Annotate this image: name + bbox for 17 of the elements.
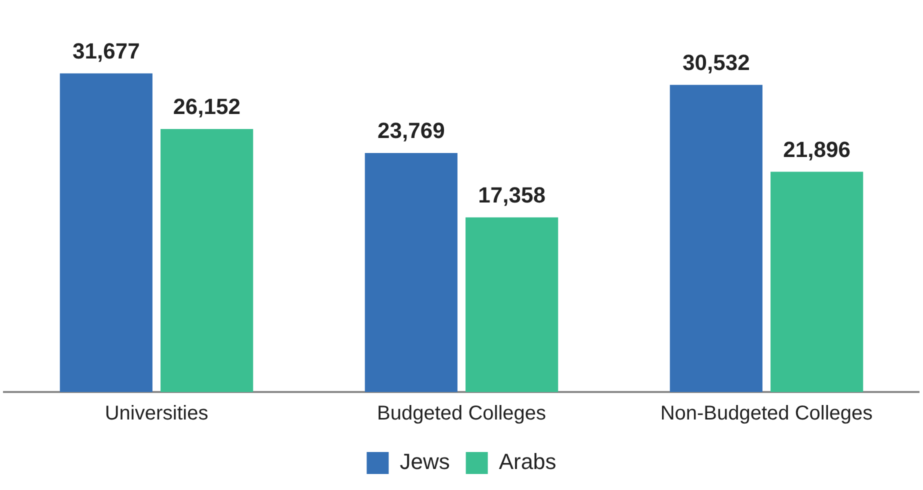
data-label: 31,677 [72,38,140,64]
data-label: 21,896 [783,136,850,162]
data-label: 23,769 [378,118,445,144]
x-tick-label: Budgeted Colleges [376,402,546,425]
legend-label: Arabs [498,449,556,474]
bar [364,152,458,392]
bar [160,128,254,392]
x-tick-label: Universities [104,402,208,425]
bar [770,172,864,392]
bar [60,73,152,392]
x-tick-label: Non-Budgeted Colleges [660,402,873,425]
legend-label: Jews [400,449,450,474]
bar [466,217,558,392]
data-label: 26,152 [173,94,240,120]
bar [670,84,762,392]
data-label: 17,358 [478,182,546,208]
data-label: 30,532 [682,50,750,75]
